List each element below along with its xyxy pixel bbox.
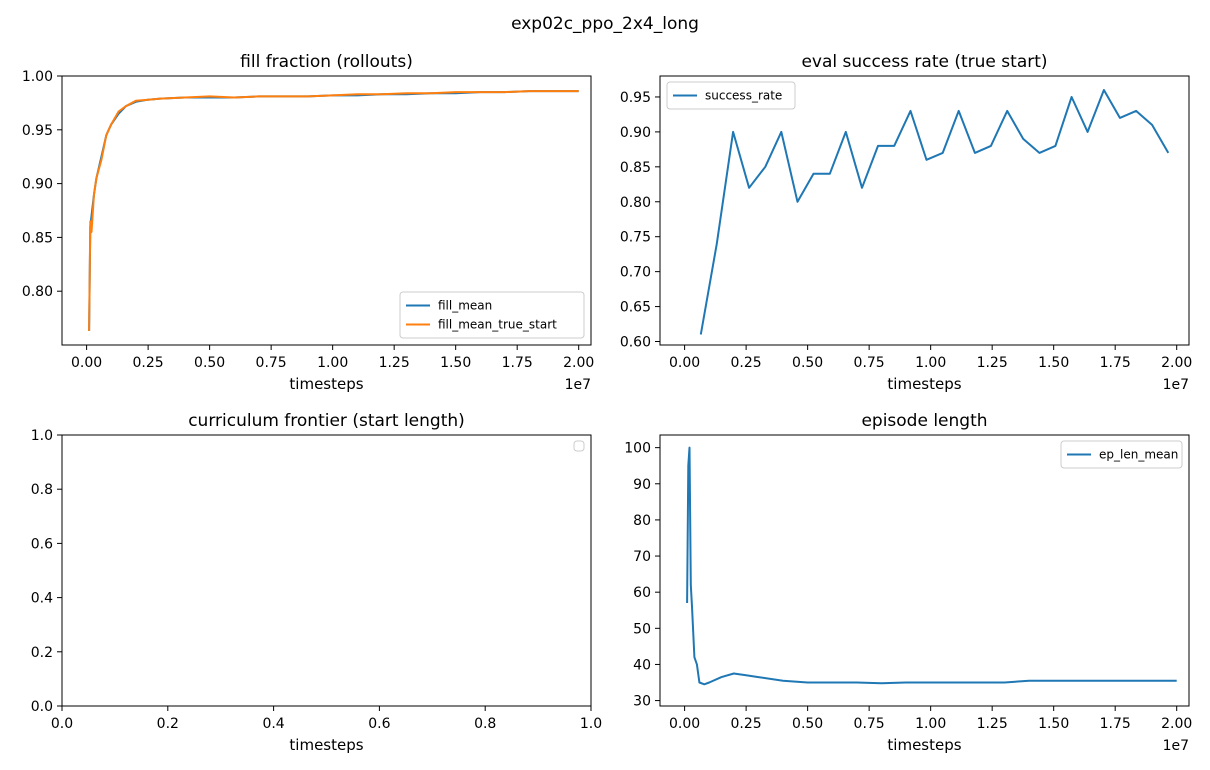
y-tick-label: 80 bbox=[633, 513, 651, 529]
x-axis-label: timesteps bbox=[289, 375, 363, 393]
y-tick-label: 30 bbox=[633, 694, 651, 710]
x-tick-label: 0.2 bbox=[157, 716, 179, 732]
legend: ep_len_mean bbox=[1060, 440, 1183, 469]
x-tick-label: 0.75 bbox=[854, 355, 885, 371]
legend-label: fill_mean bbox=[438, 299, 492, 313]
chart-panel-2: eval success rate (true start) 0.00 0.25 0.… bbox=[620, 52, 1192, 393]
x-tick-label: 0.75 bbox=[854, 716, 885, 732]
x-offset-text: 1e7 bbox=[565, 377, 591, 393]
x-tick-label: 1.50 bbox=[1038, 355, 1069, 371]
chart-title: curriculum frontier (start length) bbox=[188, 411, 465, 431]
x-tick-label: 0.00 bbox=[669, 355, 700, 371]
x-tick-label: 1.75 bbox=[1100, 716, 1131, 732]
axes-frame bbox=[659, 75, 1190, 346]
x-tick-label: 0.4 bbox=[262, 716, 284, 732]
y-tick-label: 0.95 bbox=[620, 90, 651, 106]
x-tick-label: 0.8 bbox=[474, 716, 496, 732]
x-tick-label: 1.00 bbox=[915, 716, 946, 732]
x-tick-label: 2.00 bbox=[563, 355, 594, 371]
y-tick-label: 0.80 bbox=[620, 195, 651, 211]
y-tick-label: 0.85 bbox=[22, 230, 53, 246]
y-tick-label: 0.6 bbox=[31, 536, 53, 552]
y-tick-label: 0.4 bbox=[31, 591, 53, 607]
series-line-fill_mean_true_start bbox=[88, 90, 579, 332]
axes-frame bbox=[61, 75, 592, 346]
y-tick-label: 1.0 bbox=[31, 428, 53, 444]
x-tick-label: 1.00 bbox=[915, 355, 946, 371]
y-tick-label: 70 bbox=[633, 549, 651, 565]
x-axis-label: timesteps bbox=[887, 375, 961, 393]
series-line-success_rate bbox=[699, 89, 1170, 335]
legend-box bbox=[399, 291, 585, 339]
x-tick-label: 0.50 bbox=[194, 355, 225, 371]
x-tick-label: 1.75 bbox=[502, 355, 533, 371]
figure-suptitle: exp02c_ppo_2x4_long bbox=[511, 14, 699, 34]
chart-panel-4: episode length 0.00 0.25 0.50 0.75 1.00 1.25 1.… bbox=[624, 411, 1192, 754]
x-tick-label: 2.00 bbox=[1161, 716, 1192, 732]
x-tick-label: 0.50 bbox=[792, 355, 823, 371]
legend-box bbox=[666, 81, 796, 110]
x-tick-label: 1.25 bbox=[977, 716, 1008, 732]
y-tick-label: 100 bbox=[624, 441, 651, 457]
x-tick-label: 1.25 bbox=[379, 355, 410, 371]
y-tick-label: 0.90 bbox=[620, 125, 651, 141]
legend: success_rate bbox=[666, 81, 796, 110]
x-tick-label: 0.00 bbox=[71, 355, 102, 371]
y-tick-label: 1.00 bbox=[22, 69, 53, 85]
x-tick-label: 0.6 bbox=[368, 716, 390, 732]
axes-frame bbox=[61, 434, 592, 707]
x-tick-label: 1.50 bbox=[440, 355, 471, 371]
legend-label: success_rate bbox=[705, 89, 782, 103]
y-tick-label: 90 bbox=[633, 477, 651, 493]
y-tick-label: 0.70 bbox=[620, 265, 651, 281]
chart-title: episode length bbox=[861, 411, 987, 431]
chart-panel-1: fill fraction (rollouts) 0.00 0.25 0.50 0.75… bbox=[22, 52, 594, 393]
x-tick-label: 1.75 bbox=[1100, 355, 1131, 371]
y-tick-label: 60 bbox=[633, 585, 651, 601]
chart-title: eval success rate (true start) bbox=[801, 52, 1047, 72]
x-tick-label: 1.25 bbox=[977, 355, 1008, 371]
legend-label: fill_mean_true_start bbox=[438, 318, 557, 332]
y-tick-label: 0.90 bbox=[22, 177, 53, 193]
y-tick-label: 0.85 bbox=[620, 160, 651, 176]
legend-box bbox=[573, 440, 585, 452]
y-tick-label: 50 bbox=[633, 621, 651, 637]
y-tick-label: 0.60 bbox=[620, 335, 651, 351]
chart-title: fill fraction (rollouts) bbox=[240, 52, 413, 72]
legend-box bbox=[1060, 440, 1183, 469]
legend bbox=[573, 440, 585, 452]
x-tick-label: 2.00 bbox=[1161, 355, 1192, 371]
legend-label: ep_len_mean bbox=[1099, 448, 1178, 462]
x-tick-label: 0.50 bbox=[792, 716, 823, 732]
y-tick-label: 40 bbox=[633, 657, 651, 673]
x-tick-label: 0.75 bbox=[256, 355, 287, 371]
chart-panel-3: curriculum frontier (start length) 0.0 0.2… bbox=[31, 411, 602, 754]
y-tick-label: 0.0 bbox=[31, 699, 53, 715]
x-tick-label: 1.0 bbox=[580, 716, 602, 732]
y-tick-label: 0.8 bbox=[31, 482, 53, 498]
y-tick-label: 0.95 bbox=[22, 123, 53, 139]
y-tick-label: 0.75 bbox=[620, 230, 651, 246]
x-tick-label: 0.25 bbox=[133, 355, 164, 371]
x-axis-label: timesteps bbox=[887, 736, 961, 754]
x-tick-label: 0.0 bbox=[51, 716, 73, 732]
x-tick-label: 0.25 bbox=[731, 355, 762, 371]
x-tick-label: 0.00 bbox=[669, 716, 700, 732]
y-tick-label: 0.80 bbox=[22, 284, 53, 300]
x-tick-label: 0.25 bbox=[731, 716, 762, 732]
x-tick-label: 1.00 bbox=[317, 355, 348, 371]
legend: fill_mean fill_mean_true_start bbox=[399, 291, 585, 339]
x-offset-text: 1e7 bbox=[1163, 738, 1189, 754]
axes-frame bbox=[659, 434, 1190, 707]
y-tick-label: 0.65 bbox=[620, 300, 651, 316]
x-tick-label: 1.50 bbox=[1038, 716, 1069, 732]
y-tick-label: 0.2 bbox=[31, 645, 53, 661]
x-axis-label: timesteps bbox=[289, 736, 363, 754]
series-line-ep_len_mean bbox=[686, 446, 1177, 686]
x-offset-text: 1e7 bbox=[1163, 377, 1189, 393]
